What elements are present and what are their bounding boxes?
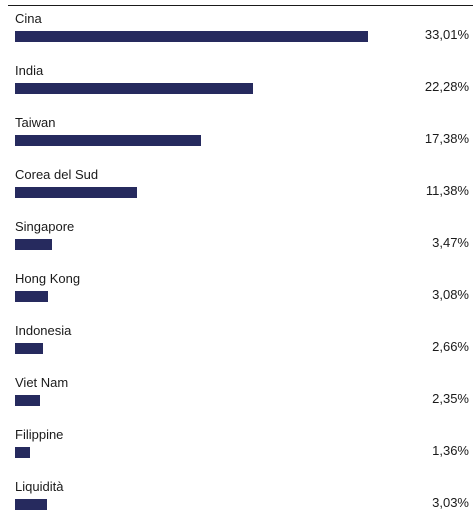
bar <box>15 239 52 250</box>
bar <box>15 135 201 146</box>
category-label: Hong Kong <box>15 271 81 286</box>
value-label: 22,28% <box>424 79 469 94</box>
category-label: Indonesia <box>15 323 72 338</box>
bar-row: Corea del Sud 11,38% <box>0 167 473 219</box>
category-label: Corea del Sud <box>15 167 99 182</box>
category-label: Singapore <box>15 219 75 234</box>
bar <box>15 343 43 354</box>
bar-row: Viet Nam 2,35% <box>0 375 473 427</box>
bar-row: Taiwan 17,38% <box>0 115 473 167</box>
value-label: 11,38% <box>425 183 469 198</box>
bar <box>15 83 253 94</box>
bar <box>15 187 137 198</box>
value-label: 3,47% <box>432 235 469 250</box>
category-label: Viet Nam <box>15 375 69 390</box>
value-label: 33,01% <box>424 27 469 42</box>
value-label: 3,03% <box>432 495 469 510</box>
value-label: 2,66% <box>432 339 469 354</box>
category-label: Cina <box>15 11 42 26</box>
value-label: 1,36% <box>432 443 469 458</box>
bar <box>15 395 40 406</box>
category-label: Filippine <box>15 427 64 442</box>
bar-row: India 22,28% <box>0 63 473 115</box>
bar <box>15 291 48 302</box>
top-rule <box>8 5 473 6</box>
category-label: India <box>15 63 44 78</box>
bar <box>15 31 368 42</box>
category-label: Liquidità <box>15 479 64 494</box>
value-label: 3,08% <box>432 287 469 302</box>
value-label: 17,38% <box>424 131 469 146</box>
value-label: 2,35% <box>432 391 469 406</box>
bar-row: Cina 33,01% <box>0 11 473 63</box>
bar <box>15 447 30 458</box>
bar-row: Liquidità 3,03% <box>0 479 473 531</box>
category-label: Taiwan <box>15 115 56 130</box>
bar-row: Singapore 3,47% <box>0 219 473 271</box>
country-allocation-bar-chart: Cina 33,01% India 22,28% Taiwan 17,38% Corea d… <box>0 11 473 510</box>
bar <box>15 499 47 510</box>
bar-row: Indonesia 2,66% <box>0 323 473 375</box>
bar-row: Filippine 1,36% <box>0 427 473 479</box>
bar-row: Hong Kong 3,08% <box>0 271 473 323</box>
